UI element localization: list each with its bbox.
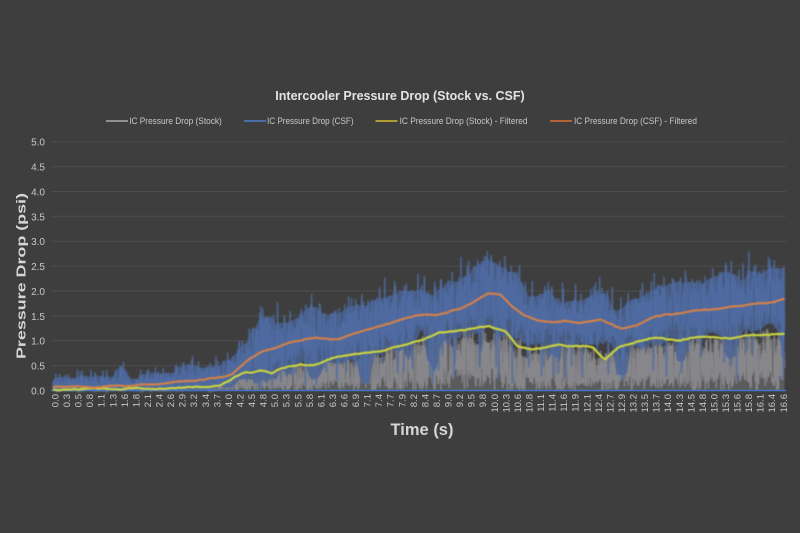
svg-text:13.7: 13.7 <box>652 394 663 413</box>
svg-text:2.9: 2.9 <box>178 394 189 407</box>
svg-text:9.8: 9.8 <box>478 394 489 407</box>
svg-text:5.0: 5.0 <box>270 394 281 407</box>
svg-text:0.0: 0.0 <box>31 387 45 398</box>
svg-text:0.0: 0.0 <box>51 394 62 407</box>
svg-text:IC Pressure Drop (Stock) - Fil: IC Pressure Drop (Stock) - Filtered <box>400 116 528 126</box>
svg-text:5.5: 5.5 <box>293 394 304 407</box>
svg-text:10.8: 10.8 <box>525 394 536 413</box>
svg-text:16.6: 16.6 <box>779 394 790 413</box>
svg-text:6.1: 6.1 <box>316 394 327 407</box>
svg-text:16.1: 16.1 <box>756 394 767 413</box>
svg-text:IC Pressure Drop (CSF): IC Pressure Drop (CSF) <box>267 116 354 126</box>
svg-text:7.7: 7.7 <box>386 394 397 407</box>
svg-text:4.0: 4.0 <box>224 394 235 407</box>
svg-text:IC Pressure Drop (CSF) - Filte: IC Pressure Drop (CSF) - Filtered <box>574 116 697 126</box>
svg-text:0.8: 0.8 <box>85 394 96 407</box>
svg-text:3.4: 3.4 <box>201 394 212 407</box>
svg-text:15.0: 15.0 <box>709 394 720 413</box>
svg-text:12.4: 12.4 <box>594 394 605 413</box>
svg-text:0.5: 0.5 <box>74 394 85 407</box>
svg-text:4.2: 4.2 <box>236 394 247 407</box>
svg-text:0.5: 0.5 <box>31 362 45 373</box>
svg-text:1.5: 1.5 <box>31 312 45 323</box>
svg-text:0.3: 0.3 <box>62 394 73 407</box>
svg-text:5.3: 5.3 <box>282 394 293 407</box>
svg-text:10.0: 10.0 <box>490 394 501 413</box>
svg-text:IC Pressure Drop (Stock): IC Pressure Drop (Stock) <box>129 116 222 126</box>
svg-text:11.9: 11.9 <box>571 394 582 412</box>
svg-text:6.6: 6.6 <box>340 394 351 407</box>
svg-text:3.0: 3.0 <box>31 237 45 248</box>
svg-text:3.5: 3.5 <box>31 212 45 223</box>
svg-text:12.9: 12.9 <box>617 394 628 413</box>
svg-text:9.5: 9.5 <box>467 394 478 407</box>
svg-text:1.0: 1.0 <box>31 337 45 348</box>
svg-text:15.3: 15.3 <box>721 394 732 413</box>
svg-text:7.4: 7.4 <box>374 394 385 407</box>
svg-text:14.3: 14.3 <box>675 394 686 413</box>
svg-text:4.0: 4.0 <box>31 188 45 199</box>
svg-text:8.7: 8.7 <box>432 394 443 407</box>
svg-text:15.8: 15.8 <box>744 394 755 413</box>
svg-text:13.5: 13.5 <box>640 394 651 413</box>
svg-text:3.2: 3.2 <box>189 394 200 407</box>
svg-text:8.4: 8.4 <box>420 394 431 407</box>
svg-text:11.1: 11.1 <box>536 394 547 412</box>
svg-text:5.0: 5.0 <box>31 138 45 149</box>
svg-text:Time (s): Time (s) <box>391 421 454 439</box>
svg-text:10.6: 10.6 <box>513 394 524 413</box>
svg-text:9.2: 9.2 <box>455 394 466 407</box>
svg-text:3.7: 3.7 <box>212 394 223 407</box>
svg-text:12.1: 12.1 <box>582 394 593 413</box>
svg-text:1.1: 1.1 <box>97 394 108 407</box>
svg-text:7.1: 7.1 <box>363 394 374 407</box>
svg-text:2.6: 2.6 <box>166 394 177 407</box>
svg-text:2.1: 2.1 <box>143 394 154 407</box>
svg-text:2.0: 2.0 <box>31 287 45 298</box>
svg-text:14.5: 14.5 <box>686 394 697 413</box>
svg-text:5.8: 5.8 <box>305 394 316 407</box>
svg-text:10.3: 10.3 <box>501 394 512 413</box>
svg-text:6.9: 6.9 <box>351 394 362 407</box>
svg-text:1.8: 1.8 <box>131 394 142 407</box>
svg-text:2.4: 2.4 <box>155 394 166 407</box>
svg-text:1.6: 1.6 <box>120 394 131 407</box>
svg-text:Pressure Drop (psi): Pressure Drop (psi) <box>15 193 29 359</box>
svg-text:14.8: 14.8 <box>698 394 709 413</box>
svg-text:16.4: 16.4 <box>767 394 778 413</box>
svg-text:4.8: 4.8 <box>259 394 270 407</box>
svg-text:4.5: 4.5 <box>31 163 45 174</box>
svg-text:2.5: 2.5 <box>31 262 45 273</box>
svg-text:15.6: 15.6 <box>733 394 744 413</box>
svg-text:4.5: 4.5 <box>247 394 258 407</box>
svg-text:11.6: 11.6 <box>559 394 570 412</box>
svg-text:6.3: 6.3 <box>328 394 339 407</box>
svg-text:1.3: 1.3 <box>108 394 119 407</box>
svg-text:14.0: 14.0 <box>663 394 674 413</box>
svg-text:8.2: 8.2 <box>409 394 420 407</box>
svg-text:Intercooler Pressure Drop (Sto: Intercooler Pressure Drop (Stock vs. CSF… <box>275 89 524 103</box>
svg-text:12.7: 12.7 <box>605 394 616 413</box>
svg-text:9.0: 9.0 <box>444 394 455 407</box>
svg-text:13.2: 13.2 <box>629 394 640 413</box>
svg-text:7.9: 7.9 <box>397 394 408 407</box>
svg-text:11.4: 11.4 <box>548 394 559 412</box>
